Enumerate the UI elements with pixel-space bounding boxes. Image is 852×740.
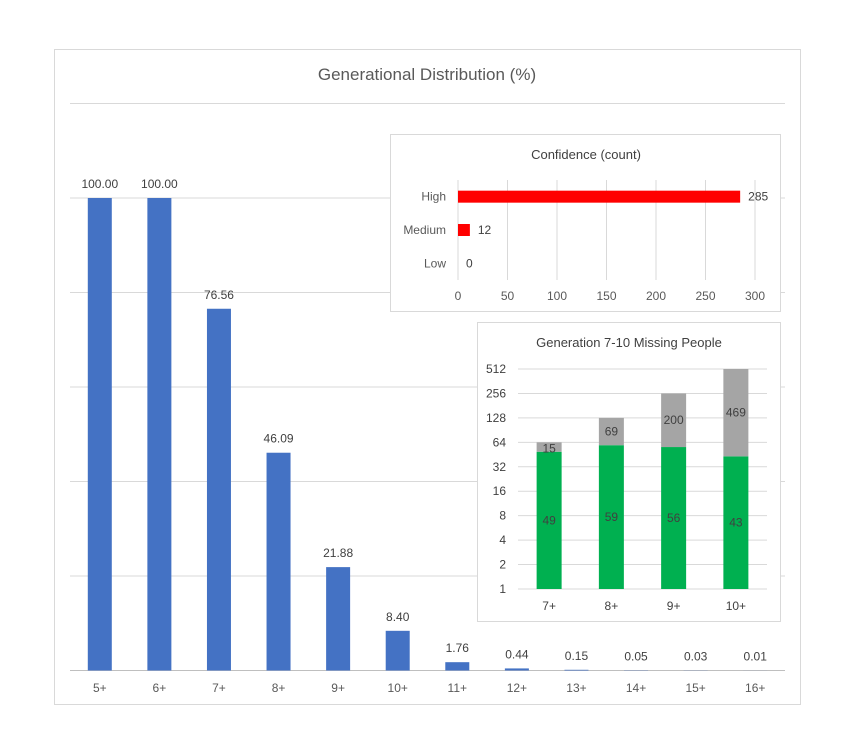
main-x-tick-label-10: 15+ bbox=[685, 681, 705, 695]
confidence-x-tick-label-3: 150 bbox=[596, 289, 616, 303]
missing-y-tick-label-6: 64 bbox=[493, 435, 507, 449]
missing-y-tick-label-8: 256 bbox=[486, 386, 506, 400]
missing-labels: 1 2 4 8 16 32 64 128 256 512 49 15 7+ 59 69 8+ 56 200 9+ 43… bbox=[486, 362, 746, 613]
missing-y-tick-label-3: 8 bbox=[499, 509, 506, 523]
missing-bar-s1-2 bbox=[661, 393, 687, 448]
missing-value-label-s1-0: 15 bbox=[542, 441, 556, 455]
missing-value-label-s0-2: 56 bbox=[667, 511, 681, 525]
missing-bar-s1-1 bbox=[598, 417, 624, 446]
missing-y-tick-label-7: 128 bbox=[486, 411, 506, 425]
main-value-label-7: 0.44 bbox=[505, 647, 529, 661]
missing-value-label-s1-1: 69 bbox=[605, 425, 619, 439]
main-value-label-1: 100.00 bbox=[141, 177, 178, 191]
confidence-x-tick-label-6: 300 bbox=[745, 289, 765, 303]
confidence-chart-area bbox=[390, 134, 781, 312]
missing-y-tick-label-1: 2 bbox=[499, 558, 506, 572]
main-bar-2 bbox=[206, 308, 231, 671]
main-x-tick-label-5: 10+ bbox=[388, 681, 408, 695]
main-bar-6 bbox=[445, 662, 470, 671]
missing-bar-s0-3 bbox=[723, 456, 749, 589]
confidence-category-label-0: High bbox=[421, 190, 446, 204]
main-bar-5 bbox=[385, 630, 410, 671]
main-bar-7 bbox=[504, 668, 529, 671]
confidence-x-tick-label-5: 250 bbox=[695, 289, 715, 303]
confidence-value-label-1: 12 bbox=[478, 223, 492, 237]
main-bar-8 bbox=[564, 669, 589, 671]
missing-value-label-s0-1: 59 bbox=[605, 510, 619, 524]
main-value-label-3: 46.09 bbox=[264, 432, 294, 446]
missing-value-label-s0-0: 49 bbox=[542, 513, 556, 527]
main-x-tick-label-11: 16+ bbox=[745, 681, 765, 695]
missing-bar-s1-0 bbox=[536, 442, 562, 452]
main-value-label-9: 0.05 bbox=[624, 649, 648, 663]
main-x-tick-label-7: 12+ bbox=[507, 681, 527, 695]
main-value-labels: 100.00 100.00 76.56 46.09 21.88 8.40 1.76 0.44 0… bbox=[81, 177, 767, 663]
confidence-x-tick-label-0: 0 bbox=[455, 289, 462, 303]
confidence-category-label-2: Low bbox=[424, 256, 446, 270]
missing-x-tick-label-1: 8+ bbox=[605, 599, 619, 613]
confidence-chart-title: Confidence (count) bbox=[531, 147, 641, 162]
missing-x-tick-label-3: 10+ bbox=[726, 599, 746, 613]
main-x-tick-label-4: 9+ bbox=[331, 681, 345, 695]
main-value-label-5: 8.40 bbox=[386, 610, 410, 624]
main-x-tick-label-1: 6+ bbox=[153, 681, 167, 695]
missing-bars bbox=[536, 369, 749, 589]
missing-x-tick-label-0: 7+ bbox=[542, 599, 556, 613]
confidence-bars bbox=[458, 190, 741, 236]
missing-bar-s1-3 bbox=[723, 369, 749, 457]
missing-y-tick-label-2: 4 bbox=[499, 533, 506, 547]
main-value-label-4: 21.88 bbox=[323, 546, 353, 560]
main-value-label-11: 0.01 bbox=[744, 649, 768, 663]
missing-value-label-s1-3: 469 bbox=[726, 406, 746, 420]
missing-bar-s0-0 bbox=[536, 451, 562, 589]
main-bar-1 bbox=[147, 198, 172, 671]
confidence-x-tick-label-4: 200 bbox=[646, 289, 666, 303]
confidence-value-label-0: 285 bbox=[748, 190, 768, 204]
main-value-label-2: 76.56 bbox=[204, 288, 234, 302]
missing-chart-title: Generation 7-10 Missing People bbox=[536, 335, 722, 350]
confidence-bar-0 bbox=[458, 190, 741, 203]
confidence-labels: 0 50 100 150 200 250 300 High 285 Medium 12 Low 0 bbox=[403, 190, 768, 303]
main-value-label-0: 100.00 bbox=[81, 177, 118, 191]
main-bar-0 bbox=[87, 198, 112, 671]
main-x-tick-label-9: 14+ bbox=[626, 681, 646, 695]
main-bar-4 bbox=[326, 567, 351, 671]
main-x-tick-label-6: 11+ bbox=[448, 681, 467, 695]
confidence-x-tick-label-2: 100 bbox=[547, 289, 567, 303]
main-bar-3 bbox=[266, 452, 291, 671]
confidence-x-tick-label-1: 50 bbox=[501, 289, 515, 303]
missing-y-tick-label-4: 16 bbox=[493, 484, 507, 498]
main-bars bbox=[87, 198, 768, 671]
missing-bar-s0-2 bbox=[661, 447, 687, 589]
missing-value-label-s1-2: 200 bbox=[664, 413, 684, 427]
missing-y-tick-label-0: 1 bbox=[499, 582, 506, 596]
main-chart-title: Generational Distribution (%) bbox=[318, 65, 536, 84]
missing-bar-s0-1 bbox=[598, 445, 624, 589]
main-x-tick-label-0: 5+ bbox=[93, 681, 107, 695]
main-x-tick-label-2: 7+ bbox=[212, 681, 226, 695]
missing-x-tick-label-2: 9+ bbox=[667, 599, 681, 613]
main-value-label-6: 1.76 bbox=[446, 641, 470, 655]
missing-y-tick-label-5: 32 bbox=[493, 460, 507, 474]
main-value-label-8: 0.15 bbox=[565, 649, 589, 663]
main-value-label-10: 0.03 bbox=[684, 649, 708, 663]
main-x-tick-label-8: 13+ bbox=[566, 681, 586, 695]
missing-value-label-s0-3: 43 bbox=[729, 516, 743, 530]
confidence-bar-1 bbox=[458, 224, 470, 236]
confidence-category-label-1: Medium bbox=[403, 223, 446, 237]
main-x-tick-labels: 5+ 6+ 7+ 8+ 9+ 10+ 11+ 12+ 13+ 14+ 15+ 16+ bbox=[93, 681, 765, 695]
confidence-value-label-2: 0 bbox=[466, 256, 473, 270]
missing-y-tick-label-9: 512 bbox=[486, 362, 506, 376]
main-x-tick-label-3: 8+ bbox=[272, 681, 286, 695]
